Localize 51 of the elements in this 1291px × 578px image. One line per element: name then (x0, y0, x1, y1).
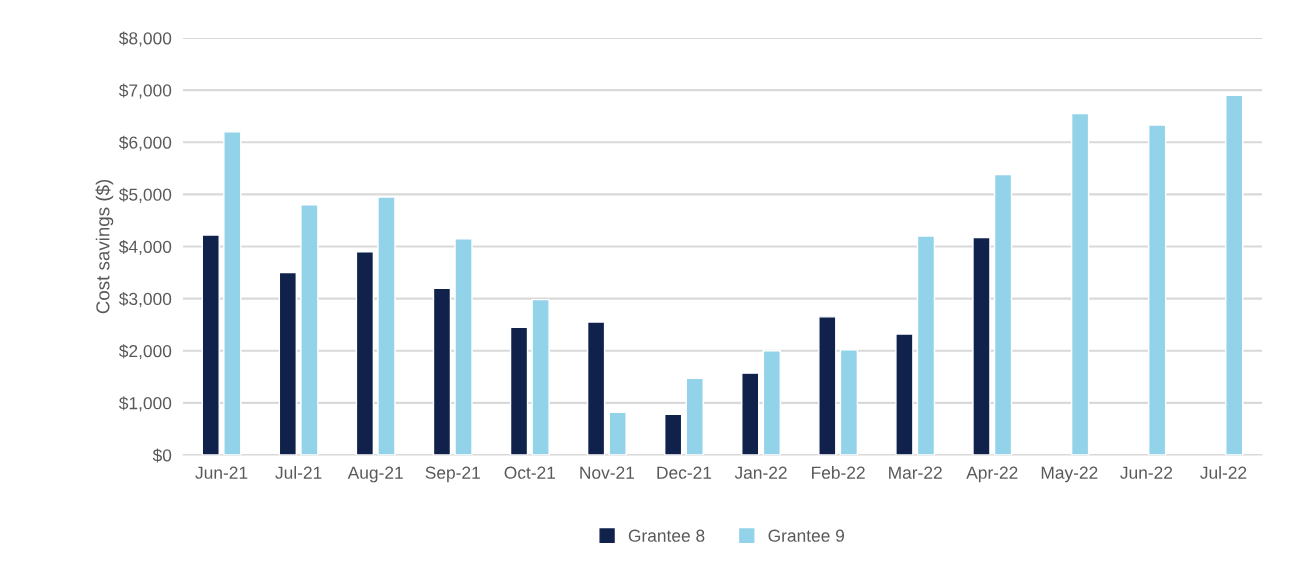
legend-label: Grantee 9 (768, 529, 845, 542)
x-tick-label: Feb-22 (812, 466, 865, 479)
x-tick-label: Jun-22 (1120, 466, 1173, 479)
y-tick-label: $1,000 (118, 396, 172, 412)
bar (741, 372, 760, 455)
bar (818, 316, 837, 455)
bar (1225, 94, 1244, 455)
bar (432, 287, 452, 455)
bar (1070, 112, 1090, 455)
bar (223, 131, 242, 455)
x-tick-label: Oct-21 (504, 466, 556, 479)
x-tick-label: Apr-22 (966, 466, 1018, 483)
x-tick-label: Mar-22 (889, 466, 942, 479)
bar (278, 271, 297, 455)
bar (509, 326, 529, 455)
x-tick-label: Aug-21 (347, 466, 403, 483)
bar (355, 251, 375, 455)
bar (916, 235, 936, 455)
bar (608, 411, 627, 455)
bar (685, 377, 704, 455)
bar (454, 237, 473, 455)
bar (531, 298, 550, 455)
x-tick-label: Jan-22 (734, 466, 787, 479)
x-tick-label: Nov-21 (580, 466, 635, 479)
x-tick-label: Jun-21 (195, 466, 248, 479)
bar (201, 234, 220, 455)
y-tick-label: $8,000 (118, 31, 172, 47)
y-tick-label: $7,000 (118, 83, 172, 99)
y-tick-label: $4,000 (118, 239, 172, 256)
bar (839, 349, 859, 455)
x-tick-label: Dec-21 (657, 466, 712, 479)
y-tick-label: $2,000 (118, 344, 172, 360)
bar (972, 236, 991, 455)
bar (762, 350, 781, 455)
y-axis-title: Cost savings ($) (95, 179, 114, 314)
y-tick-label: $0 (152, 448, 172, 463)
bar (993, 173, 1013, 455)
bar (586, 321, 606, 455)
x-tick-label: Jul-22 (1200, 466, 1247, 479)
y-tick-label: $3,000 (118, 292, 172, 308)
bar (300, 204, 319, 455)
bar (895, 333, 914, 455)
bar (1148, 124, 1167, 455)
bar (377, 196, 396, 455)
y-tick-label: $5,000 (118, 187, 172, 203)
x-tick-label: Sep-21 (425, 466, 480, 483)
y-tick-label: $6,000 (118, 135, 172, 151)
legend-label: Grantee 8 (628, 529, 705, 542)
x-tick-label: Jul-21 (275, 466, 322, 479)
x-tick-label: May-22 (1041, 466, 1098, 483)
bar (664, 413, 683, 455)
